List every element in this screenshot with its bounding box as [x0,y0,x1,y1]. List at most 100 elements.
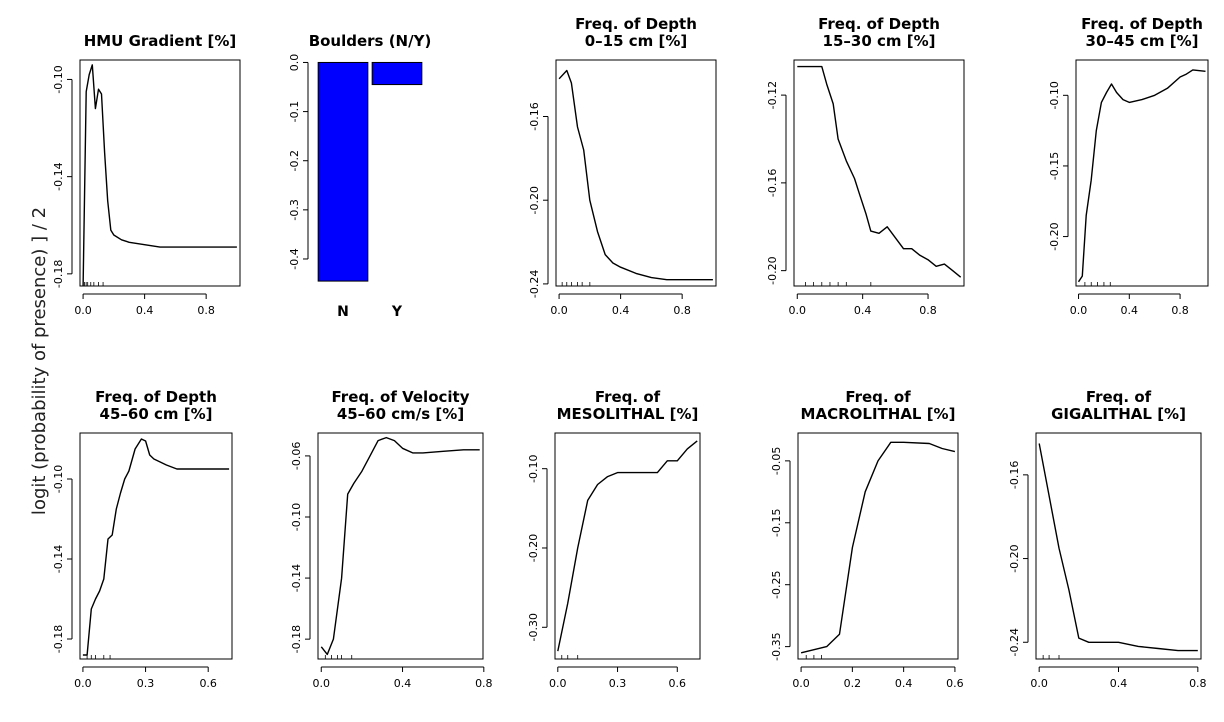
y-tick-label: -0.10 [1048,81,1061,109]
x-tick-label: 0.0 [1070,304,1088,317]
x-tick-label: 0.8 [1171,304,1189,317]
y-tick-label: -0.20 [1008,544,1021,572]
bar-N [317,61,369,282]
panel-title: Freq. of [845,388,911,406]
panel-2: Boulders (N/Y) 0.0 -0.1 -0.2 -0.3 -0.4 N Y [288,32,431,320]
y-tick-label: -0.1 [288,101,301,122]
response-curve [558,69,713,281]
y-tick-label: -0.24 [1008,628,1021,656]
category-label: Y [391,304,403,320]
x-tick-label: 0.3 [137,677,155,690]
y-tick-label: -0.18 [52,260,65,288]
y-tick-label: -0.14 [52,545,65,573]
plot-frame [797,432,959,660]
y-tick-label: -0.10 [52,65,65,93]
y-tick-label: -0.12 [766,81,779,109]
panel-title: Freq. of Depth [818,15,940,33]
category-label: N [337,304,349,320]
response-curve [1077,69,1206,283]
response-curve [320,436,480,656]
panel-title: HMU Gradient [%] [84,32,237,50]
response-curve [82,438,230,656]
panel-title: 45–60 cm [%] [100,405,213,423]
y-tick-label: -0.15 [770,509,783,537]
y-tick-label: -0.16 [766,169,779,197]
x-tick-label: 0.4 [895,677,913,690]
response-curve [82,64,237,287]
x-tick-label: 0.8 [1189,677,1207,690]
x-tick-label: 0.0 [74,304,92,317]
panel-title: MESOLITHAL [%] [557,405,699,423]
panel-title: GIGALITHAL [%] [1051,405,1186,423]
plot-frame [554,432,701,660]
panel-title: 30–45 cm [%] [1086,32,1199,50]
x-tick-label: 0.0 [1030,677,1048,690]
y-tick-label: -0.10 [290,503,303,531]
panel-title: Freq. of Velocity [332,388,470,406]
y-tick-label: -0.05 [770,447,783,475]
y-tick-label: -0.18 [52,625,65,653]
x-tick-label: 0.6 [946,677,964,690]
panels: HMU Gradient [%] -0.10 -0.14 -0.18 0.0 0.4 0.8… [52,15,1209,690]
plot-frame [793,59,965,287]
x-tick-label: 0.0 [313,677,331,690]
y-tick-label: -0.2 [288,150,301,171]
x-tick-label: 0.0 [550,304,568,317]
x-tick-label: 0.4 [854,304,872,317]
x-tick-label: 0.3 [609,677,627,690]
y-tick-label: -0.16 [1008,461,1021,489]
plot-frame [317,432,484,660]
y-tick-label: -0.10 [52,465,65,493]
panel-1: HMU Gradient [%] -0.10 -0.14 -0.18 0.0 0.4 0.8 [52,32,241,317]
panel-title: 45–60 cm/s [%] [337,405,464,423]
y-tick-label: -0.24 [528,270,541,298]
shared-y-axis-label: logit (probability of presence) ] / 2 [29,207,50,515]
x-tick-label: 0.4 [136,304,154,317]
x-tick-label: 0.6 [669,677,687,690]
x-tick-label: 0.0 [792,677,810,690]
panel-title: Freq. of Depth [575,15,697,33]
panel-title: Boulders (N/Y) [309,32,432,50]
x-tick-label: 0.8 [197,304,215,317]
x-tick-label: 0.8 [673,304,691,317]
x-tick-label: 0.2 [844,677,862,690]
y-tick-label: 0.0 [288,54,301,72]
y-tick-label: -0.4 [288,248,301,269]
y-tick-label: -0.35 [770,632,783,660]
plot-frame [1075,59,1209,287]
y-tick-label: -0.20 [1048,222,1061,250]
panel-title: Freq. of Depth [1081,15,1203,33]
y-tick-label: -0.20 [528,186,541,214]
x-tick-label: 0.8 [919,304,937,317]
plot-frame [1035,432,1202,660]
x-tick-label: 0.6 [199,677,217,690]
y-tick-label: -0.15 [1048,152,1061,180]
plot-frame [79,432,233,660]
y-tick-label: -0.25 [770,570,783,598]
y-tick-label: -0.20 [527,534,540,562]
panel-title: 15–30 cm [%] [823,32,936,50]
panel-title: Freq. of [595,388,661,406]
x-tick-label: 0.4 [394,677,412,690]
panel-title: Freq. of [1086,388,1152,406]
y-tick-label: -0.20 [766,256,779,284]
y-tick-label: -0.3 [288,199,301,220]
response-curve [797,65,962,278]
x-tick-label: 0.0 [789,304,807,317]
x-tick-label: 0.8 [475,677,493,690]
y-tick-label: -0.30 [527,613,540,641]
y-tick-label: -0.16 [528,102,541,130]
plot-frame [79,59,241,287]
y-tick-label: -0.14 [290,564,303,592]
panel-title: Freq. of Depth [95,388,217,406]
x-tick-label: 0.4 [612,304,630,317]
x-tick-label: 0.4 [1121,304,1139,317]
x-tick-label: 0.0 [549,677,567,690]
